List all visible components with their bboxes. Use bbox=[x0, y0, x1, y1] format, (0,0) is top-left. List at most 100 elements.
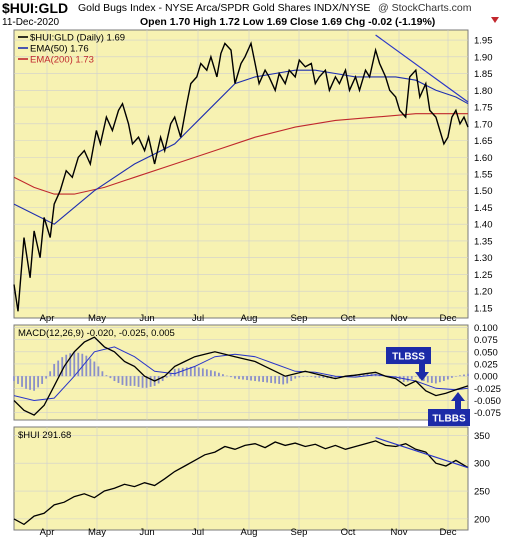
hui-panel bbox=[13, 426, 469, 531]
histogram-bar bbox=[410, 376, 413, 379]
histogram-bar bbox=[45, 376, 48, 379]
histogram-bar bbox=[209, 370, 212, 377]
chart-description: Gold Bugs Index - NYSE Arca/SPDR Gold Sh… bbox=[78, 2, 371, 14]
trend-line bbox=[375, 34, 469, 103]
y-tick-label: 300 bbox=[474, 459, 490, 470]
histogram-bar bbox=[298, 376, 301, 378]
histogram-bar bbox=[181, 367, 184, 377]
y-tick-label: -0.075 bbox=[474, 408, 501, 419]
histogram-bar bbox=[189, 366, 192, 377]
histogram-bar bbox=[165, 376, 168, 378]
histogram-bar bbox=[193, 366, 196, 377]
histogram-bar bbox=[318, 376, 321, 378]
histogram-bar bbox=[145, 376, 148, 388]
histogram-bar bbox=[242, 376, 244, 380]
y-tick-label: 1.25 bbox=[474, 270, 493, 281]
x-tick-label: May bbox=[88, 527, 106, 538]
histogram-bar bbox=[129, 376, 132, 386]
histogram-bar bbox=[21, 376, 23, 387]
histogram-bar bbox=[29, 376, 31, 390]
hui-line bbox=[13, 440, 469, 526]
y-tick-label: 1.30 bbox=[474, 253, 493, 264]
trend-line bbox=[375, 437, 469, 469]
histogram-bar bbox=[25, 376, 27, 389]
histogram-bar bbox=[205, 369, 208, 377]
x-tick-label: Apr bbox=[40, 313, 55, 324]
histogram-bar bbox=[89, 358, 92, 377]
chart-date: 11-Dec-2020 bbox=[2, 17, 60, 28]
histogram-bar bbox=[334, 376, 337, 379]
histogram-bar bbox=[41, 376, 44, 384]
x-tick-label: Aug bbox=[241, 313, 258, 324]
histogram-bar bbox=[125, 376, 128, 386]
histogram-bar bbox=[69, 353, 72, 377]
histogram-bar bbox=[137, 376, 140, 387]
histogram-bar bbox=[310, 376, 313, 377]
histogram-bar bbox=[169, 373, 172, 377]
histogram-bar bbox=[197, 367, 200, 377]
tlbbs-label: TLBBS bbox=[432, 414, 466, 425]
y-tick-label: 1.75 bbox=[474, 103, 493, 114]
histogram-bar bbox=[434, 376, 437, 384]
histogram-bar bbox=[447, 376, 449, 380]
y-tick-label: 0.075 bbox=[474, 335, 498, 346]
histogram-bar bbox=[250, 376, 252, 381]
histogram-bar bbox=[230, 376, 232, 378]
histogram-bar bbox=[157, 376, 160, 384]
x-tick-label: Jun bbox=[139, 313, 154, 324]
histogram-bar bbox=[226, 375, 228, 377]
histogram-bar bbox=[463, 374, 465, 377]
histogram-bar bbox=[414, 376, 417, 377]
down-arrow-icon bbox=[415, 364, 429, 381]
x-tick-label: Nov bbox=[391, 527, 408, 538]
y-tick-label: 1.80 bbox=[474, 86, 493, 97]
x-tick-label: Jul bbox=[192, 527, 204, 538]
histogram-bar bbox=[430, 376, 433, 383]
y-tick-label: 1.90 bbox=[474, 52, 493, 63]
histogram-bar bbox=[93, 361, 96, 377]
x-tick-label: Sep bbox=[291, 527, 308, 538]
histogram-bar bbox=[101, 371, 104, 377]
histogram-bar bbox=[406, 376, 409, 382]
y-tick-label: 1.65 bbox=[474, 136, 493, 147]
histogram-bar bbox=[57, 360, 60, 377]
y-tick-label: 1.45 bbox=[474, 203, 493, 214]
tlbbs-box bbox=[428, 409, 470, 426]
histogram-bar bbox=[33, 376, 35, 391]
histogram-bar bbox=[105, 375, 108, 377]
down-arrow-icon bbox=[491, 17, 499, 23]
legend-entry: EMA(50) 1.76 bbox=[30, 44, 89, 55]
histogram-bar bbox=[234, 376, 236, 379]
y-tick-label: 350 bbox=[474, 431, 490, 442]
histogram-bar bbox=[53, 363, 56, 377]
histogram-bar bbox=[270, 376, 273, 383]
histogram-bar bbox=[254, 376, 256, 382]
histogram-bar bbox=[459, 375, 461, 377]
histogram-bar bbox=[117, 376, 120, 383]
histogram-bar bbox=[286, 376, 289, 384]
x-tick-label: Nov bbox=[391, 313, 408, 324]
histogram-bar bbox=[218, 372, 220, 377]
chart-symbol: $HUI:GLD bbox=[2, 0, 69, 16]
y-tick-label: 1.20 bbox=[474, 287, 493, 298]
histogram-bar bbox=[121, 376, 124, 385]
histogram-bar bbox=[282, 376, 285, 385]
histogram-bar bbox=[278, 376, 281, 384]
histogram-bar bbox=[109, 376, 112, 379]
x-tick-label: Aug bbox=[241, 527, 258, 538]
histogram-bar bbox=[306, 376, 309, 377]
histogram-bar bbox=[85, 355, 88, 377]
histogram-bar bbox=[366, 373, 369, 377]
histogram-bar bbox=[13, 376, 15, 382]
histogram-bar bbox=[81, 353, 84, 377]
macd-line bbox=[13, 336, 469, 416]
tlbss-label: TLBSS bbox=[392, 352, 425, 363]
ema200-line bbox=[13, 113, 468, 195]
histogram-bar bbox=[455, 376, 457, 377]
histogram-bar bbox=[201, 368, 204, 377]
histogram-bar bbox=[37, 376, 40, 388]
histogram-bar bbox=[442, 376, 445, 381]
histogram-bar bbox=[17, 376, 19, 384]
histogram-bar bbox=[133, 376, 136, 386]
